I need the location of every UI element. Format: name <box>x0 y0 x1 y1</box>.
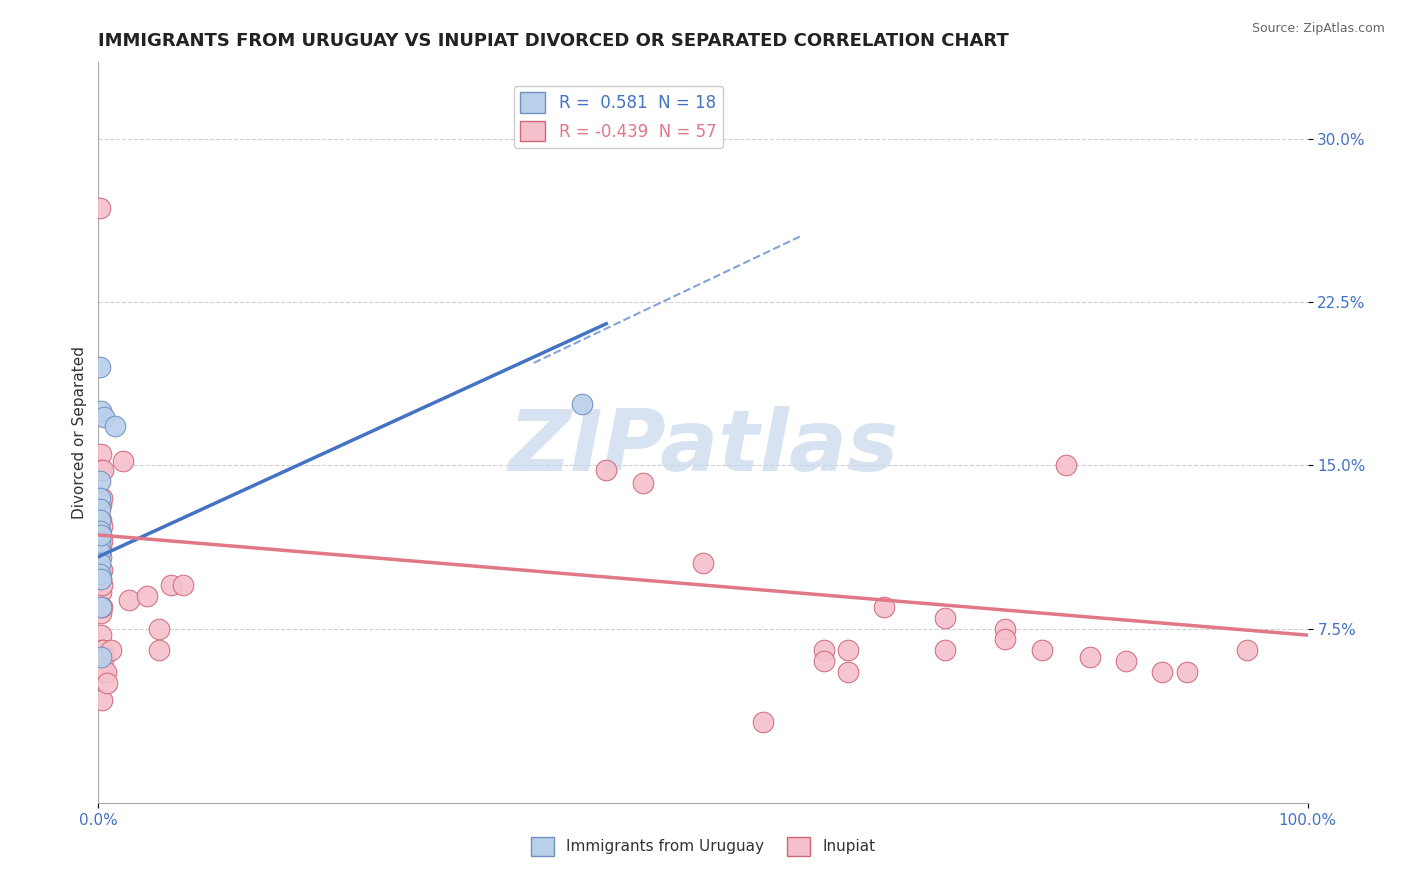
Point <box>148 622 170 636</box>
Point <box>118 593 141 607</box>
Point <box>90 649 112 664</box>
Point <box>111 454 134 468</box>
Point <box>104 419 127 434</box>
Point <box>90 599 112 614</box>
Point <box>91 563 114 577</box>
Point <box>934 611 956 625</box>
Point <box>1152 665 1174 680</box>
Point <box>692 556 714 570</box>
Point <box>93 649 115 664</box>
Point <box>873 599 896 614</box>
Point <box>90 498 112 512</box>
Point <box>94 665 117 680</box>
Point <box>91 665 114 680</box>
Point <box>89 491 111 505</box>
Point <box>90 563 112 577</box>
Point <box>994 622 1017 636</box>
Point <box>1078 649 1101 664</box>
Point <box>91 519 114 533</box>
Text: Source: ZipAtlas.com: Source: ZipAtlas.com <box>1251 22 1385 36</box>
Point <box>91 643 114 657</box>
Point <box>89 567 111 582</box>
Point <box>934 643 956 657</box>
Point <box>1031 643 1053 657</box>
Point <box>813 643 835 657</box>
Point <box>90 541 112 555</box>
Point <box>148 643 170 657</box>
Point <box>90 572 112 586</box>
Point <box>91 462 114 476</box>
Point <box>91 578 114 592</box>
Point <box>89 202 111 216</box>
Point <box>571 397 593 411</box>
Point <box>90 404 112 418</box>
Point <box>93 410 115 425</box>
Point <box>89 556 111 570</box>
Point <box>90 549 112 564</box>
Point <box>90 628 112 642</box>
Point <box>160 578 183 592</box>
Point <box>1175 665 1198 680</box>
Point <box>89 501 111 516</box>
Point <box>90 572 112 586</box>
Point <box>813 654 835 668</box>
Legend: Immigrants from Uruguay, Inupiat: Immigrants from Uruguay, Inupiat <box>524 831 882 862</box>
Point <box>172 578 194 592</box>
Point <box>595 462 617 476</box>
Point <box>1054 458 1077 473</box>
Point <box>90 462 112 476</box>
Point <box>752 715 775 730</box>
Y-axis label: Divorced or Separated: Divorced or Separated <box>72 346 87 519</box>
Point <box>96 676 118 690</box>
Point <box>89 360 111 375</box>
Point <box>90 584 112 599</box>
Text: IMMIGRANTS FROM URUGUAY VS INUPIAT DIVORCED OR SEPARATED CORRELATION CHART: IMMIGRANTS FROM URUGUAY VS INUPIAT DIVOR… <box>98 32 1010 50</box>
Point <box>90 528 112 542</box>
Point <box>91 534 114 549</box>
Point <box>89 524 111 538</box>
Point <box>89 534 111 549</box>
Point <box>89 513 111 527</box>
Point <box>91 693 114 707</box>
Point <box>135 589 157 603</box>
Point <box>90 607 112 621</box>
Point <box>837 665 859 680</box>
Point <box>1236 643 1258 657</box>
Point <box>90 447 112 461</box>
Point <box>631 475 654 490</box>
Point <box>91 491 114 505</box>
Point <box>91 665 114 680</box>
Point <box>91 643 114 657</box>
Point <box>100 643 122 657</box>
Point <box>91 599 114 614</box>
Point <box>994 632 1017 647</box>
Point <box>837 643 859 657</box>
Point <box>1115 654 1137 668</box>
Point <box>89 474 111 488</box>
Point <box>89 545 111 559</box>
Point <box>90 528 112 542</box>
Point <box>90 648 112 662</box>
Text: ZIPatlas: ZIPatlas <box>508 406 898 489</box>
Point <box>90 513 112 527</box>
